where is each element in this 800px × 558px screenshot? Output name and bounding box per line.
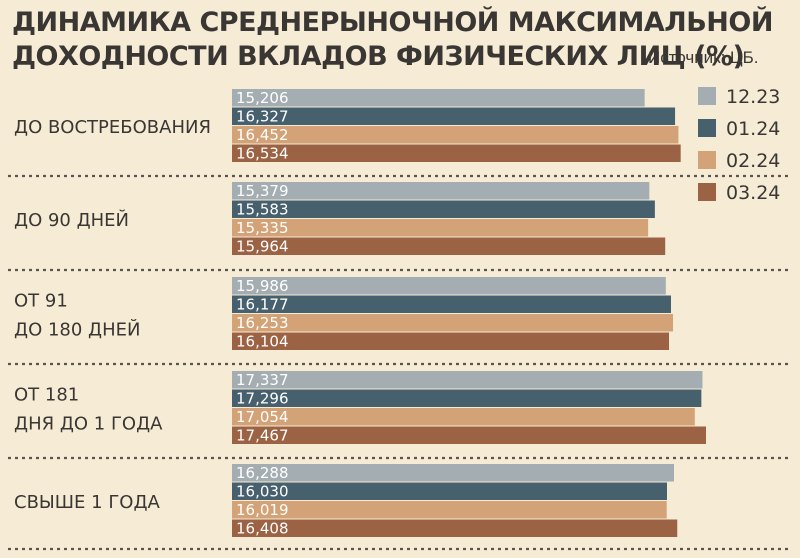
- bar-value-label: 16,104: [236, 333, 289, 351]
- category-label: ДО 180 ДНЕЙ: [14, 319, 140, 341]
- bar-value-label: 17,296: [236, 390, 289, 408]
- bar-value-label: 16,253: [236, 314, 289, 332]
- bar-01-24: [232, 200, 655, 218]
- category-label: ОТ 91: [14, 291, 68, 312]
- bar-12-23: [232, 89, 645, 107]
- legend-swatch: [698, 119, 716, 137]
- bar-value-label: 16,408: [236, 520, 289, 538]
- legend-label: 01.24: [726, 118, 780, 140]
- bar-value-label: 16,030: [236, 483, 289, 501]
- bar-03-24: [232, 519, 678, 537]
- legend-swatch: [698, 87, 716, 105]
- bar-value-label: 17,054: [236, 408, 289, 426]
- chart-title: ДИНАМИКА СРЕДНЕРЫНОЧНОЙ МАКСИМАЛЬНОЙ ДОХ…: [12, 6, 773, 74]
- bar-03-24: [232, 144, 681, 162]
- bar-value-label: 16,534: [236, 145, 289, 163]
- legend-swatch: [698, 151, 716, 169]
- bar-12-23: [232, 464, 675, 482]
- bar-12-23: [232, 182, 650, 200]
- chart-title-line-1: ДИНАМИКА СРЕДНЕРЫНОЧНОЙ МАКСИМАЛЬНОЙ: [12, 7, 773, 38]
- bar-01-24: [232, 389, 702, 407]
- bar-03-24: [232, 237, 666, 255]
- bar-value-label: 15,583: [236, 201, 289, 219]
- category-label: ДО 90 ДНЕЙ: [14, 209, 129, 231]
- source-note: Источник: ЦБ.: [648, 48, 759, 67]
- bar-02-24: [232, 501, 667, 519]
- legend-label: 02.24: [726, 150, 780, 172]
- bar-value-label: 16,288: [236, 464, 289, 482]
- bar-value-label: 15,964: [236, 238, 289, 256]
- chart-title-line-2: ДОХОДНОСТИ ВКЛАДОВ ФИЗИЧЕСКИХ ЛИЦ (%): [12, 41, 745, 72]
- bar-value-label: 15,986: [236, 277, 289, 295]
- bar-value-label: 16,327: [236, 108, 289, 126]
- legend-label: 03.24: [726, 182, 780, 204]
- legend-swatch: [698, 183, 716, 201]
- bar-01-24: [232, 107, 676, 125]
- category-label: ОТ 181: [14, 385, 79, 406]
- bar-value-label: 17,467: [236, 427, 289, 445]
- bar-value-label: 15,206: [236, 89, 289, 107]
- bar-value-label: 16,019: [236, 501, 289, 519]
- bar-12-23: [232, 371, 703, 389]
- bar-02-24: [232, 408, 695, 426]
- category-label: СВЫШЕ 1 ГОДА: [14, 492, 161, 513]
- bar-02-24: [232, 219, 649, 237]
- bar-01-24: [232, 482, 668, 500]
- bar-01-24: [232, 295, 671, 313]
- bar-02-24: [232, 126, 679, 144]
- category-label: ДО ВОСТРЕБОВАНИЯ: [14, 117, 211, 138]
- bar-12-23: [232, 277, 666, 295]
- bar-value-label: 16,177: [236, 296, 289, 314]
- category-label: ДНЯ ДО 1 ГОДА: [14, 414, 163, 435]
- legend-label: 12.23: [726, 86, 780, 108]
- bar-03-24: [232, 426, 706, 444]
- bar-value-label: 15,335: [236, 219, 289, 237]
- bar-02-24: [232, 314, 674, 332]
- bar-value-label: 16,452: [236, 126, 289, 144]
- bar-03-24: [232, 332, 670, 350]
- bar-value-label: 15,379: [236, 182, 289, 200]
- bar-value-label: 17,337: [236, 371, 289, 389]
